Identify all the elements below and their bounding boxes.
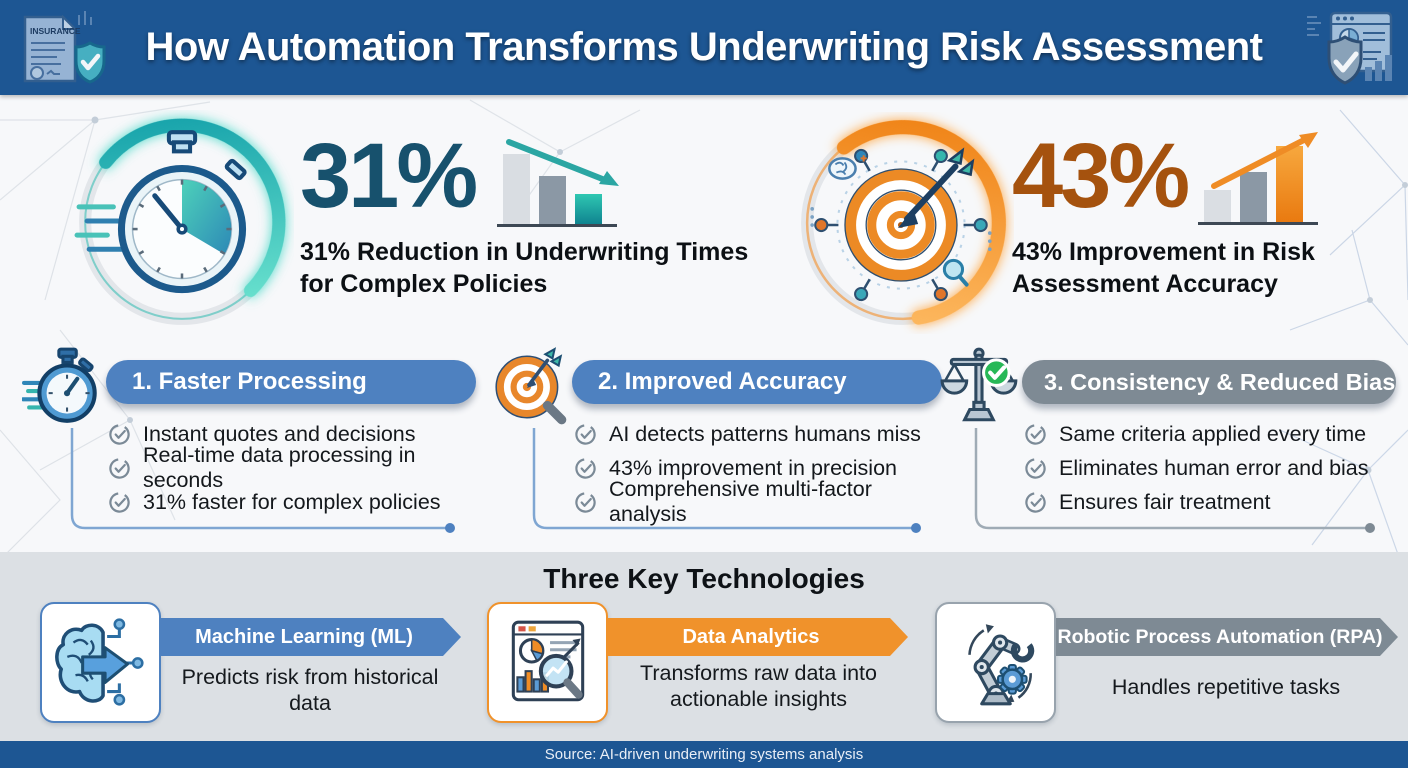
insurance-document-shield-icon: INSURANCE xyxy=(23,10,106,84)
tech-banner-analytics: Data Analytics xyxy=(608,618,908,656)
declining-bar-chart-icon xyxy=(497,139,619,227)
shield-analytics-icon xyxy=(1307,11,1393,85)
source-text: Source: AI-driven underwriting systems a… xyxy=(544,746,864,763)
target-icon xyxy=(495,347,567,425)
tech-description-rpa: Handles repetitive tasks xyxy=(1111,675,1341,699)
list-item: AI detects patterns humans miss xyxy=(574,417,948,451)
list-item: Comprehensive multi-factor analysis xyxy=(574,477,948,526)
list-item: Instant quotes and decisions xyxy=(108,417,482,451)
svg-text:INSURANCE: INSURANCE xyxy=(30,26,81,36)
list-item: 43% improvement in precision xyxy=(574,451,948,485)
stat-label-31: 31% Reduction in Underwriting Times for … xyxy=(300,238,749,298)
benefit-list: AI detects patterns humans miss 43% impr… xyxy=(574,417,948,526)
page-title: How Automation Transforms Underwriting R… xyxy=(145,25,1263,69)
stat-value-31: 31% xyxy=(300,125,478,227)
list-item: Same criteria applied every time xyxy=(1024,417,1404,451)
benefit-header-pill: 1. Faster Processing xyxy=(106,360,476,404)
tech-description-analytics: Transforms raw data into actionable insi… xyxy=(640,661,877,712)
list-item: Ensures fair treatment xyxy=(1024,485,1404,519)
target-progress-ring-icon xyxy=(800,120,1006,326)
brain-circuit-icon xyxy=(54,617,144,706)
tech-card-ml xyxy=(40,602,161,723)
list-item: Eliminates human error and bias xyxy=(1024,451,1404,485)
connector-line xyxy=(70,428,455,533)
list-item: 31% faster for complex policies xyxy=(108,485,482,519)
scale-icon xyxy=(940,347,1018,422)
benefit-column-improved-accuracy: 2. Improved Accuracy AI detects patterns… xyxy=(488,340,948,552)
stat-label-43: 43% Improvement in Risk Assessment Accur… xyxy=(1012,238,1315,298)
benefit-header-pill: 2. Improved Accuracy xyxy=(572,360,942,404)
connector-line xyxy=(974,428,1375,533)
robot-arm-icon xyxy=(967,623,1034,705)
tech-card-analytics xyxy=(487,602,608,723)
tech-banner-rpa: Robotic Process Automation (RPA) xyxy=(1056,618,1398,656)
tech-banner-ml: Machine Learning (ML) xyxy=(161,618,461,656)
list-item: Real-time data processing in seconds xyxy=(108,443,482,492)
tech-description-ml: Predicts risk from historical data xyxy=(181,665,439,716)
header-bar: INSURANCE How Automation Transforms Unde… xyxy=(0,0,1408,95)
benefit-column-consistency: 3. Consistency & Reduced Bias Same crite… xyxy=(938,340,1404,552)
tech-card-rpa xyxy=(935,602,1056,723)
rising-bar-chart-icon xyxy=(1198,132,1318,225)
data-analytics-icon xyxy=(511,620,584,701)
technologies-title: Three Key Technologies xyxy=(543,563,865,594)
connector-line xyxy=(532,428,921,533)
benefit-list: Instant quotes and decisions Real-time d… xyxy=(108,417,482,519)
stopwatch-icon xyxy=(22,347,97,423)
benefit-column-faster-processing: 1. Faster Processing Instant quotes and … xyxy=(22,340,482,552)
stat-value-43: 43% xyxy=(1012,125,1190,227)
footer-source-bar: Source: AI-driven underwriting systems a… xyxy=(0,741,1408,768)
stopwatch-progress-ring-icon xyxy=(74,118,286,326)
technologies-section: Three Key Technologies Machine Learning … xyxy=(0,552,1408,742)
benefit-list: Same criteria applied every time Elimina… xyxy=(1024,417,1404,519)
benefit-header-pill: 3. Consistency & Reduced Bias xyxy=(1022,360,1396,404)
